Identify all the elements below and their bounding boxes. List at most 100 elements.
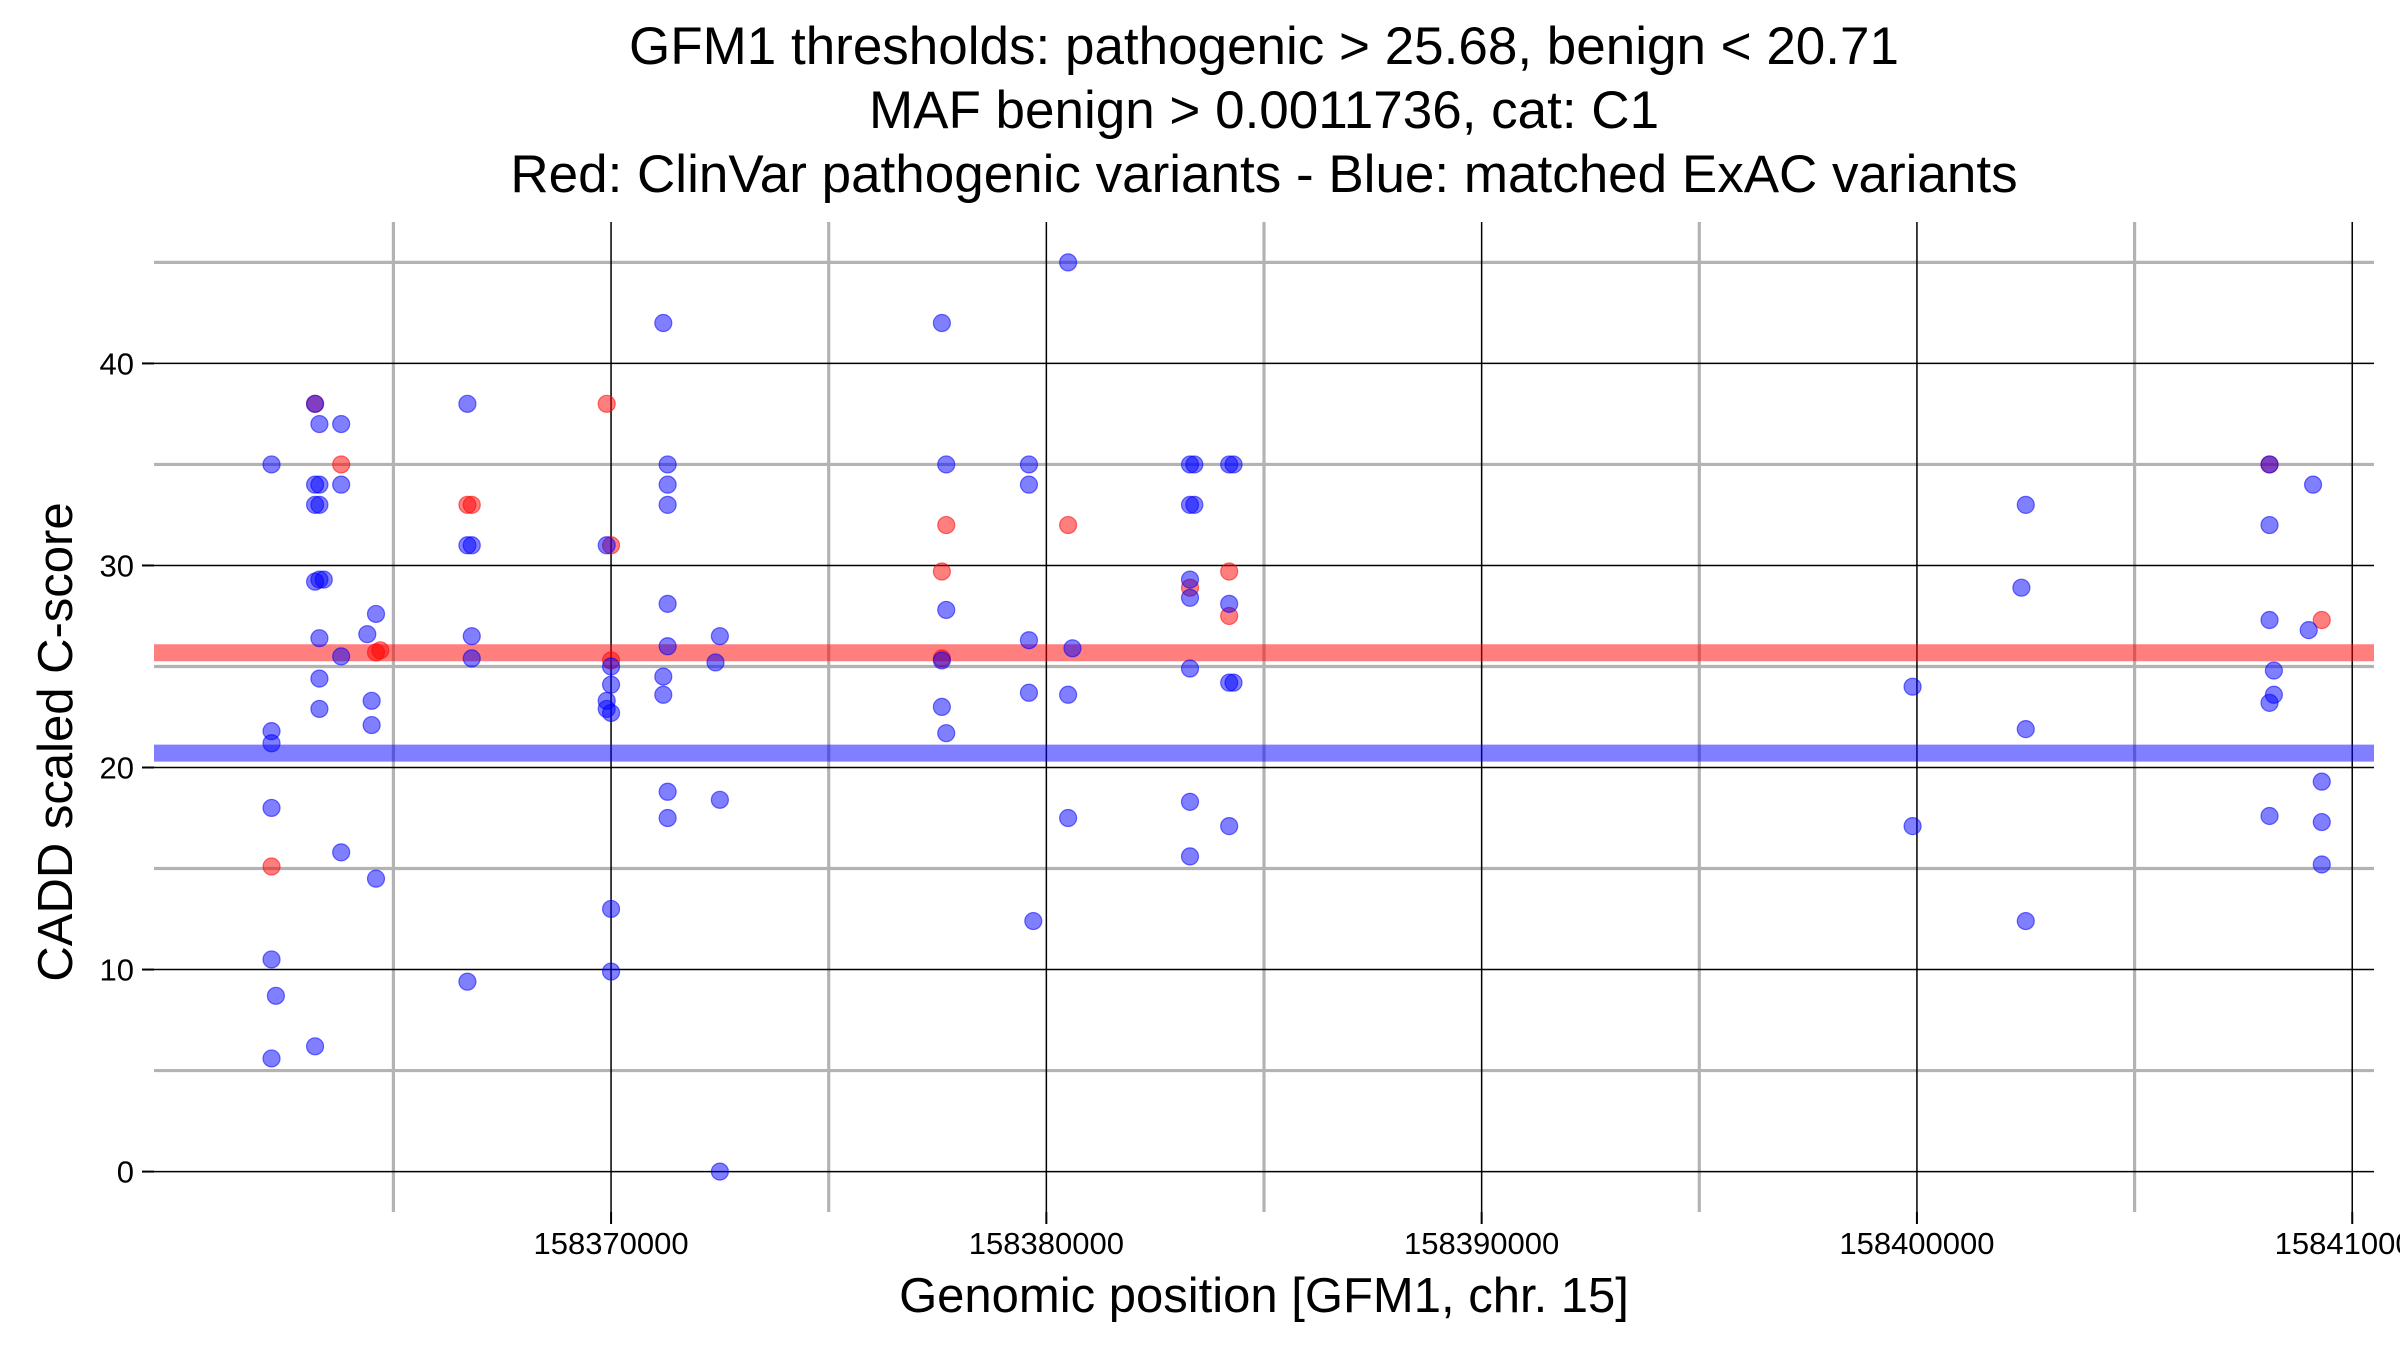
point-blue [937,455,956,474]
point-blue [2312,812,2331,832]
point-blue [1180,659,1200,678]
point-blue [932,651,951,670]
point-blue [1019,475,1039,494]
point-red [597,394,616,413]
chart-title-line-3: Red: ClinVar pathogenic variants - Blue:… [510,145,2018,204]
point-blue [658,808,677,828]
y-axis-label: CADD scaled C-score [29,502,83,982]
point-blue [462,536,481,555]
point-blue [1019,683,1039,702]
point-blue [2264,661,2283,680]
point-blue [2260,693,2279,712]
y-tick-label: 40 [100,346,134,381]
y-tick-label: 10 [100,953,134,988]
point-red [332,455,351,474]
point-blue [1903,817,1922,836]
x-tick-label: 158400000 [1839,1226,1994,1261]
point-red [937,515,956,535]
y-tick-label: 0 [117,1155,134,1190]
point-blue [2312,855,2331,874]
point-blue [305,394,325,413]
point-blue [1180,588,1200,607]
point-blue [262,798,281,818]
point-blue [458,394,477,413]
x-tick-label: 158380000 [969,1226,1124,1261]
point-blue [654,667,673,686]
point-blue [658,455,677,474]
point-red [371,641,390,660]
y-axis: 0 10 20 30 40 [100,346,154,1190]
point-blue [310,629,329,648]
x-tick-label: 158410000 [2275,1226,2400,1261]
point-blue [654,685,673,704]
point-blue [1019,631,1039,650]
point-blue [362,691,381,710]
point-blue [932,697,951,716]
point-blue [332,475,351,494]
point-blue [305,1037,325,1056]
point-blue [710,790,729,809]
point-blue [658,475,677,494]
x-tick-label: 158390000 [1404,1226,1559,1261]
chart-title-line-1: GFM1 thresholds: pathogenic > 25.68, ben… [629,17,1899,76]
point-red [2312,610,2331,630]
point-blue [310,414,329,434]
point-red [462,495,481,514]
y-tick-label: 30 [100,548,134,583]
point-blue [310,669,329,688]
point-blue [458,972,477,991]
point-blue [2303,475,2323,494]
point-blue [462,649,481,668]
point-blue [1019,455,1039,474]
point-red [932,562,951,581]
point-blue [332,414,351,434]
point-blue [1185,495,1204,514]
chart-title-line-2: MAF benign > 0.0011736, cat: C1 [868,81,1660,140]
point-blue [1224,455,1243,474]
point-blue [1224,673,1243,692]
point-red [1220,562,1239,581]
point-blue [601,962,621,981]
point-blue [658,594,677,613]
point-blue [710,1162,729,1181]
point-blue [262,455,281,474]
point-blue [362,715,381,735]
point-blue [310,699,329,719]
x-axis: 158370000 158380000 158390000 158400000 1584… [533,1212,2400,1261]
point-blue [601,675,621,694]
point-blue [1059,808,1078,828]
major-grid [154,222,2374,1212]
y-tick-label: 20 [100,751,134,786]
point-blue [1185,455,1204,474]
point-blue [266,986,285,1005]
point-blue [2312,772,2331,791]
point-blue [2016,495,2035,514]
point-blue [1059,253,1078,272]
point-blue [2016,911,2035,931]
minor-grid [154,222,2374,1212]
data-points [262,253,2331,1181]
point-blue [2260,806,2279,826]
point-blue [332,843,351,862]
point-blue [314,570,333,589]
x-tick-label: 158370000 [533,1226,688,1261]
point-blue [310,475,329,494]
x-axis-label: Genomic position [GFM1, chr. 15] [899,1269,1629,1323]
point-blue [1063,639,1082,658]
point-blue [601,657,621,676]
point-blue [2260,515,2279,535]
point-blue [1059,685,1078,704]
point-blue [601,703,621,723]
point-blue [658,495,677,514]
point-blue [262,1049,281,1068]
point-blue [366,604,386,624]
point-blue [2260,610,2279,630]
point-blue [654,313,673,333]
point-blue [1903,677,1922,696]
point-blue [706,653,725,672]
point-blue [1180,792,1200,811]
point-blue [658,637,677,656]
point-blue [332,647,351,666]
